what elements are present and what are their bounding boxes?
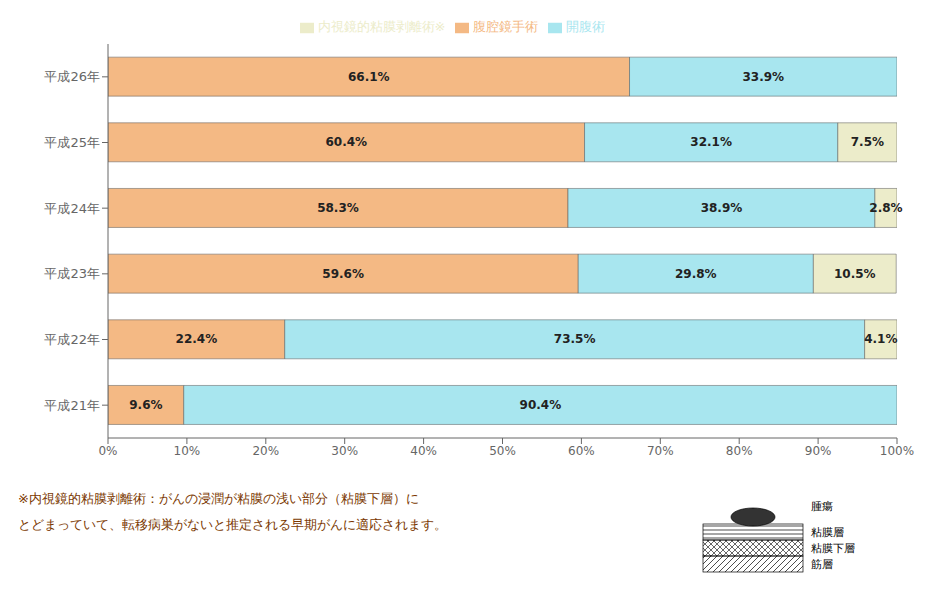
svg-text:32.1%: 32.1% xyxy=(690,135,732,149)
svg-text:10%: 10% xyxy=(174,444,201,458)
html-text:内視鏡的粘膜剥離術※: 内視鏡的粘膜剥離術※ xyxy=(317,19,446,34)
svg-text:33.9%: 33.9% xyxy=(742,70,784,84)
svg-text:70%: 70% xyxy=(647,444,674,458)
html-text:とどまっていて、転移病巣がないと推定される早期がんに適応され: とどまっていて、転移病巣がないと推定される早期がんに適応されます。 xyxy=(18,517,447,532)
svg-text:59.6%: 59.6% xyxy=(322,267,364,281)
svg-text:73.5%: 73.5% xyxy=(554,332,596,346)
svg-text:2.8%: 2.8% xyxy=(869,201,902,215)
html-text:※内視鏡的粘膜剥離術：がんの浸潤が粘膜の浅い部分（粘膜下層）: ※内視鏡的粘膜剥離術：がんの浸潤が粘膜の浅い部分（粘膜下層）に xyxy=(18,491,419,506)
svg-text:7.5%: 7.5% xyxy=(851,135,884,149)
svg-text:平成26年: 平成26年 xyxy=(44,69,100,84)
svg-text:29.8%: 29.8% xyxy=(675,267,717,281)
svg-text:100%: 100% xyxy=(880,444,914,458)
svg-text:平成21年: 平成21年 xyxy=(44,398,100,413)
svg-text:腫瘍: 腫瘍 xyxy=(811,500,833,513)
svg-text:平成22年: 平成22年 xyxy=(44,332,100,347)
svg-text:90%: 90% xyxy=(805,444,832,458)
svg-text:0%: 0% xyxy=(98,444,117,458)
svg-text:4.1%: 4.1% xyxy=(864,332,897,346)
svg-text:60.4%: 60.4% xyxy=(325,135,367,149)
svg-text:40%: 40% xyxy=(410,444,437,458)
html-text:開腹術: 開腹術 xyxy=(566,19,606,34)
svg-text:粘膜下層: 粘膜下層 xyxy=(811,542,855,555)
svg-text:平成24年: 平成24年 xyxy=(44,201,100,216)
svg-text:80%: 80% xyxy=(726,444,753,458)
svg-text:筋層: 筋層 xyxy=(811,558,833,571)
svg-text:10.5%: 10.5% xyxy=(834,267,876,281)
html-text:腹腔鏡手術: 腹腔鏡手術 xyxy=(473,19,539,34)
svg-text:90.4%: 90.4% xyxy=(520,398,562,412)
svg-text:60%: 60% xyxy=(568,444,595,458)
svg-text:平成25年: 平成25年 xyxy=(44,135,100,150)
svg-text:9.6%: 9.6% xyxy=(129,398,162,412)
svg-text:平成23年: 平成23年 xyxy=(44,266,100,281)
svg-text:66.1%: 66.1% xyxy=(348,70,390,84)
svg-text:20%: 20% xyxy=(252,444,279,458)
svg-text:粘膜層: 粘膜層 xyxy=(811,526,844,539)
svg-text:58.3%: 58.3% xyxy=(317,201,359,215)
svg-text:22.4%: 22.4% xyxy=(176,332,218,346)
svg-text:50%: 50% xyxy=(489,444,516,458)
svg-text:30%: 30% xyxy=(331,444,358,458)
svg-text:38.9%: 38.9% xyxy=(701,201,743,215)
